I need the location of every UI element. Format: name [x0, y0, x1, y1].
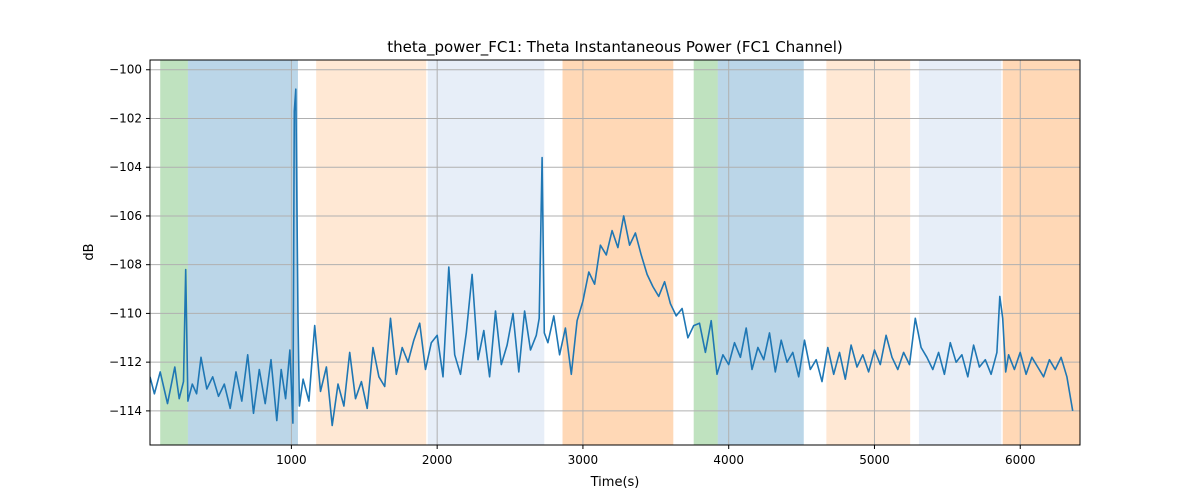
y-tick-label-4: −108: [109, 258, 142, 272]
plot-frame: [149, 59, 1081, 446]
y-tick-label-5: −110: [109, 306, 142, 320]
x-axis-ticks: 1000 2000 3000 4000 5000 6000: [276, 445, 1036, 467]
x-tick-label-4: 5000: [859, 453, 890, 467]
x-tick-label-0: 1000: [276, 453, 307, 467]
y-tick-label-1: −102: [109, 111, 142, 125]
band-6: [717, 60, 804, 445]
band-3: [427, 60, 545, 445]
x-tick-label-3: 4000: [713, 453, 744, 467]
y-tick-label-2: −104: [109, 160, 142, 174]
y-axis-ticks: −100 −102 −104 −106 −108 −110 −112 −114: [109, 63, 150, 418]
chart-title: theta_power_FC1: Theta Instantaneous Pow…: [387, 38, 842, 57]
y-tick-label-7: −114: [109, 404, 142, 418]
series-line-0: [150, 88, 1074, 427]
y-tick-label-6: −112: [109, 355, 142, 369]
shaded-bands: [160, 60, 1080, 445]
band-5: [693, 60, 718, 445]
y-axis-label: dB: [82, 243, 97, 260]
band-2: [316, 60, 427, 445]
y-tick-label-3: −106: [109, 209, 142, 223]
x-axis-label: Time(s): [590, 475, 640, 490]
y-tick-label-0: −100: [109, 63, 142, 77]
band-7: [826, 60, 911, 445]
grid-lines: [150, 60, 1080, 445]
x-tick-label-2: 3000: [568, 453, 599, 467]
x-tick-label-1: 2000: [422, 453, 453, 467]
band-4: [562, 60, 674, 445]
x-tick-label-5: 6000: [1005, 453, 1036, 467]
band-8: [918, 60, 1002, 445]
series-layer: [150, 88, 1074, 427]
